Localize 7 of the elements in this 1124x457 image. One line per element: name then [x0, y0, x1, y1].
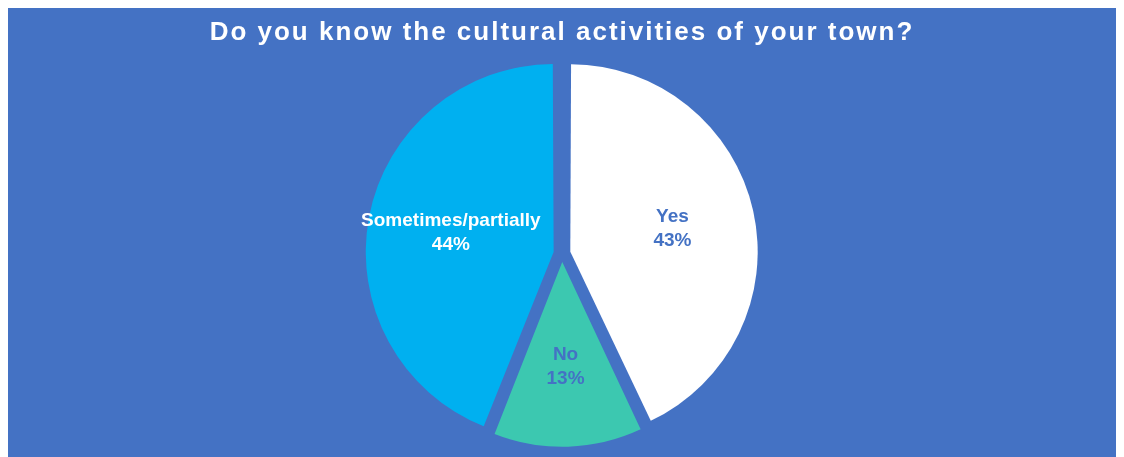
slice-label: Sometimes/partially [361, 208, 542, 230]
data-label: 43% [653, 229, 692, 251]
chart-title: Do you know the cultural activities of your town? [208, 16, 916, 47]
data-label: 13% [546, 366, 585, 388]
slice-label: No [552, 342, 579, 364]
slice-label: Yes [656, 205, 689, 227]
data-label: 44% [431, 232, 470, 254]
